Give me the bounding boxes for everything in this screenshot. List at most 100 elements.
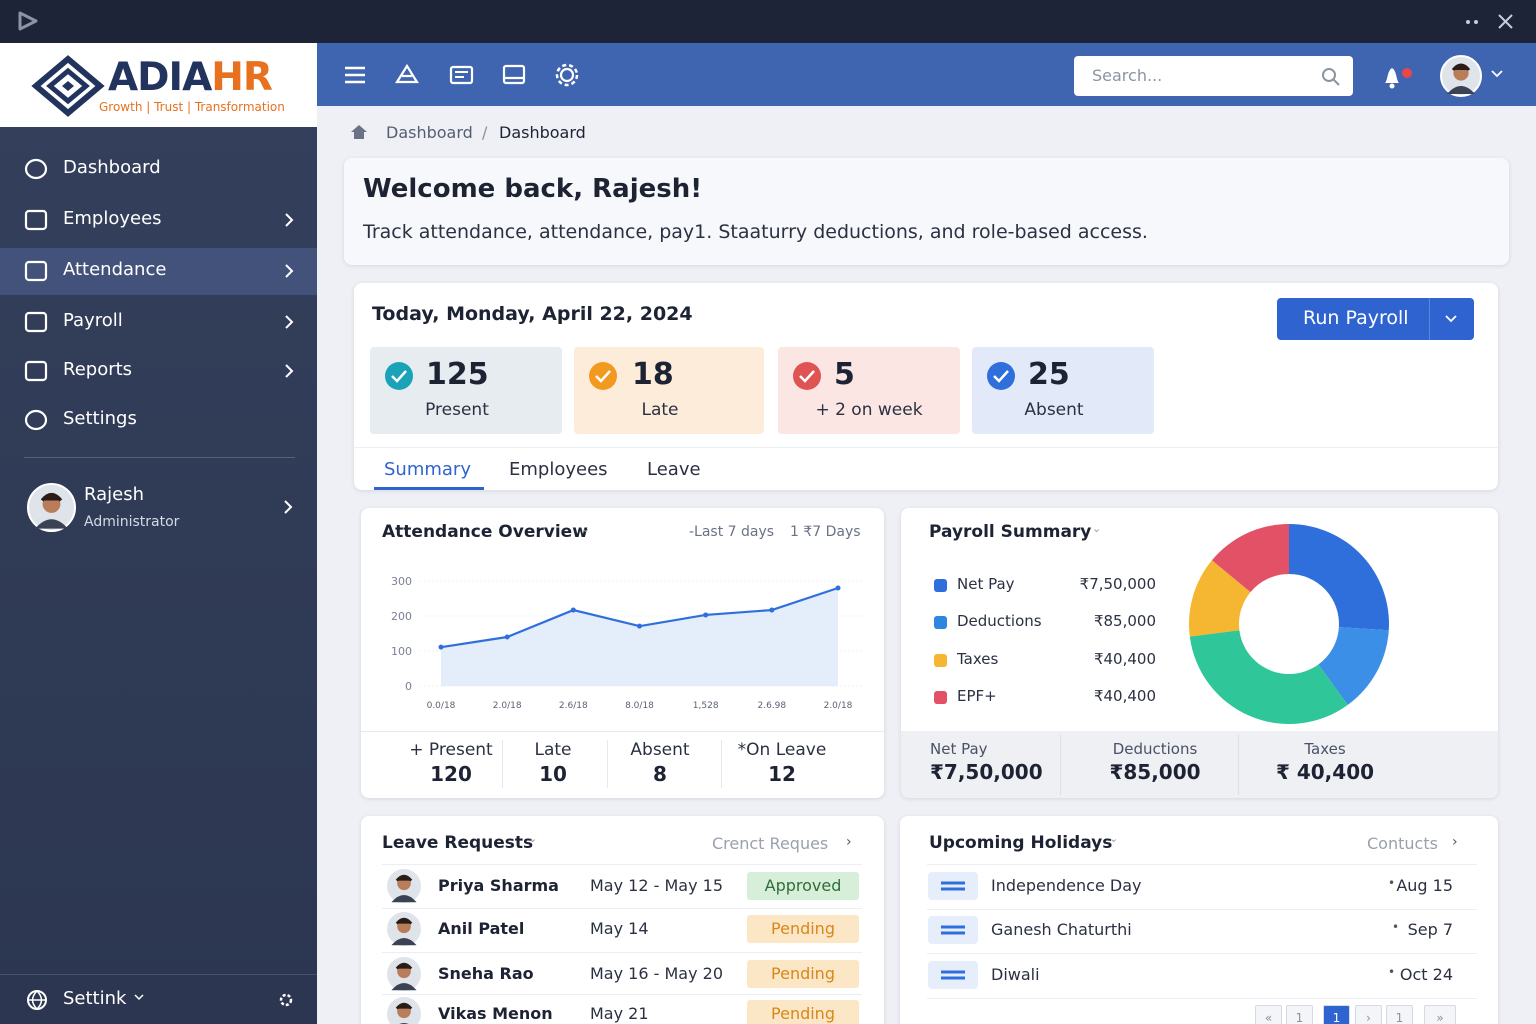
header-avatar[interactable] [1440,55,1482,97]
payroll-donut [1189,524,1389,724]
leave-name: Priya Sharma [438,876,559,895]
line-point [769,607,775,613]
legend-amount: ₹40,400 [1093,687,1156,705]
payroll-caret[interactable]: ⌄ [1092,522,1102,535]
holidays-link[interactable]: Contucts [1367,834,1438,853]
tab[interactable]: Leave [647,459,701,480]
row-divider [382,994,862,995]
footer-gear[interactable] [278,992,294,1008]
leave-name: Sneha Rao [438,964,534,983]
footer-divider [0,974,317,975]
welcome-text: Track attendance, attendance, pay1. Staa… [363,221,1148,243]
page-button[interactable]: 1 [1323,1005,1350,1024]
attendance-range-2[interactable]: 1 ₹7 Days [790,524,861,540]
nav-label[interactable]: Employees [63,208,162,229]
payroll-totals-bg [901,731,1498,798]
bell-icon[interactable] [1381,64,1415,90]
legend-swatch [934,654,947,667]
home-icon[interactable] [350,124,368,140]
tab[interactable]: Summary [384,459,471,480]
leave-link-arrow[interactable]: › [846,834,852,850]
leave-dates: May 16 - May 20 [590,964,723,983]
donut-segment [1318,627,1389,705]
nav-icon-shape [24,311,48,333]
holidays-card [900,816,1498,1024]
holidays-link-arrow[interactable]: › [1452,834,1458,850]
total-amount: ₹85,000 [1109,760,1201,784]
stat-label: + 2 on week [815,400,923,420]
holiday-icon-lines [941,970,965,980]
row-divider [927,953,1477,954]
nav-label[interactable]: Reports [63,359,133,380]
x-tick-label: 2.0/18 [824,701,853,711]
attendance-caret[interactable]: ⌄ [581,522,591,535]
line-point [637,623,642,629]
total-amount: ₹7,50,000 [930,760,1043,784]
avatar-body [391,938,417,946]
summary-divider [721,740,722,788]
globe-icon [27,990,47,1010]
search-placeholder: Search... [1092,66,1163,85]
page-button[interactable]: › [1355,1005,1382,1024]
x-tick-label: 1,528 [693,701,719,711]
holiday-date: Aug 15 [1396,876,1453,895]
holiday-name: Diwali [991,965,1040,984]
nav-chevron[interactable] [283,263,295,279]
nav-label[interactable]: Dashboard [63,157,161,178]
nav-label[interactable]: Attendance [63,259,167,280]
attendance-chart: 0 100 200 300 0.0/18 2.0/18 2.6/18 8.0/18 1,528 2… [391,575,865,711]
row-avatar [385,867,423,905]
leave-title: Leave Requests [382,833,534,853]
row-divider [927,909,1477,910]
header-icons[interactable] [340,60,590,90]
avatar-hair [40,492,63,502]
nav-label[interactable]: Settings [63,408,137,429]
line-point [438,644,444,650]
total-label: Net Pay [930,740,988,758]
summary-value: 120 [430,762,472,786]
nav-chevron[interactable] [283,314,295,330]
nav-chevron[interactable] [283,212,295,228]
footer-label[interactable]: Settink [63,988,127,1009]
attendance-summary-divider [361,731,884,732]
nav-icon-shape [24,209,48,231]
attendance-range[interactable]: -Last 7 days [689,524,775,540]
donut-segment [1189,560,1251,637]
search-icon[interactable] [1322,68,1340,86]
user-chevron[interactable] [282,499,294,515]
holiday-icon-lines [941,925,965,935]
chevron [285,315,294,329]
page-button[interactable]: 1 [1386,1005,1413,1024]
legend-amount: ₹85,000 [1093,612,1156,630]
nav-icon-shape [24,409,48,431]
breadcrumb-current: Dashboard [499,123,586,142]
nav-label[interactable]: Payroll [63,310,123,331]
x-tick-label: 8.0/18 [625,701,654,711]
user-name: Rajesh [84,484,145,505]
chevron [285,264,294,278]
page-button[interactable]: 1 [1286,1005,1313,1024]
row-divider [382,907,862,909]
leave-caret[interactable]: ⌄ [528,832,538,845]
stat-icon-shape [385,362,413,390]
search-box[interactable] [1074,56,1353,96]
breadcrumb-link[interactable]: Dashboard [386,123,473,142]
page-button[interactable]: » [1424,1005,1456,1024]
legend-label: EPF+ [957,687,997,705]
run-payroll-button[interactable] [1277,298,1474,340]
run-payroll-label: Run Payroll [1303,307,1409,329]
page-button[interactable]: « [1255,1005,1282,1024]
summary-value: 12 [768,762,796,786]
nav-chevron[interactable] [283,363,295,379]
button-caret[interactable] [1445,315,1457,323]
avatar-hair [395,874,413,882]
line-point [570,607,576,613]
holidays-caret[interactable]: ⌄ [1109,832,1119,845]
tab[interactable]: Employees [509,459,608,480]
header-caret[interactable] [1491,70,1503,78]
nav-icon [24,311,48,333]
leave-dates: May 14 [590,919,649,938]
y-tick-label: 200 [391,610,412,623]
leave-link[interactable]: Crenct Reques [712,834,829,853]
summary-label: *On Leave [737,740,827,760]
